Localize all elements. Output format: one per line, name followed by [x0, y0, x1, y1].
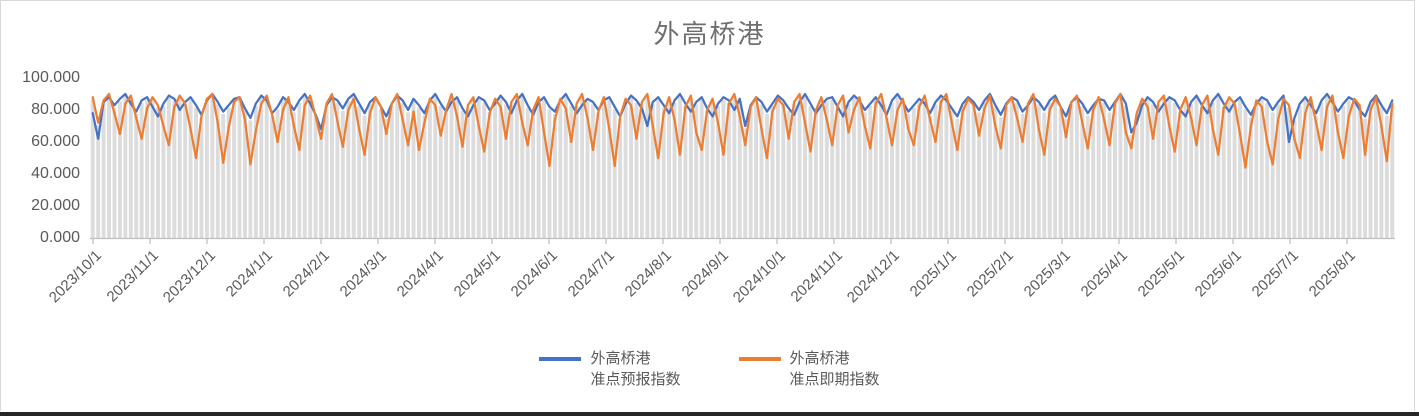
x-axis-label: 2025/3/1 — [1020, 247, 1075, 301]
x-axis-label: 2025/6/1 — [1191, 247, 1246, 301]
background-bars — [90, 96, 1395, 239]
x-axis-label: 2023/10/1 — [45, 247, 106, 307]
y-axis-label: 40.000 — [31, 165, 80, 182]
x-axis-label: 2024/9/1 — [678, 247, 733, 301]
y-axis-label: 0.000 — [39, 229, 80, 246]
x-axis-label: 2024/5/1 — [450, 247, 505, 301]
plot-area[interactable] — [90, 78, 1395, 245]
x-axis-label: 2024/10/1 — [729, 247, 790, 307]
legend-label: 外高桥港 准点预报指数 — [590, 350, 681, 388]
chart-border-left — [0, 0, 1, 411]
x-axis-label: 2023/12/1 — [159, 247, 220, 307]
x-axis-label: 2023/11/1 — [103, 247, 163, 306]
chart-title: 外高桥港 — [653, 19, 766, 49]
x-axis-label: 2024/7/1 — [564, 247, 619, 301]
x-axis-label: 2024/8/1 — [621, 247, 676, 301]
x-axis-label: 2024/1/1 — [222, 247, 277, 301]
y-axis-label: 60.000 — [31, 133, 80, 150]
x-axis-label: 2024/6/1 — [507, 247, 562, 301]
legend-label: 外高桥港 准点即期指数 — [789, 350, 880, 388]
spot-index-line — [91, 92, 1394, 169]
x-axis-label: 2024/12/1 — [843, 247, 904, 307]
y-axis-label: 100.000 — [22, 69, 80, 86]
y-axis-label: 80.000 — [31, 101, 80, 118]
x-axis-label: 2024/4/1 — [393, 247, 448, 301]
chart-border-top — [0, 0, 1415, 1]
legend: 外高桥港 准点预报指数 外高桥港 准点即期指数 — [0, 349, 1419, 390]
x-axis-label: 2024/11/1 — [787, 247, 847, 306]
x-axis-label: 2025/2/1 — [963, 247, 1018, 301]
x-axis-label: 2025/5/1 — [1134, 247, 1189, 301]
legend-item-spot-index[interactable]: 外高桥港 准点即期指数 — [738, 349, 880, 390]
legend-item-forecast-index[interactable]: 外高桥港 准点预报指数 — [539, 349, 681, 390]
window-bottom-edge — [0, 412, 1419, 416]
forecast-index-line — [91, 92, 1394, 144]
x-axis-label: 2025/8/1 — [1305, 247, 1360, 301]
y-axis-label: 20.000 — [31, 197, 80, 214]
plot-svg — [90, 92, 1395, 244]
legend-line-swatch — [738, 357, 781, 361]
legend-line-swatch — [539, 357, 582, 361]
x-axis-label: 2025/7/1 — [1248, 247, 1303, 301]
x-axis-label: 2024/3/1 — [336, 247, 391, 301]
x-axis-line — [90, 237, 1395, 244]
x-axis-label: 2024/2/1 — [279, 247, 334, 301]
x-axis-label: 2025/4/1 — [1077, 247, 1132, 301]
chart-border-right — [1414, 0, 1415, 411]
x-axis-label: 2025/1/1 — [906, 247, 961, 301]
